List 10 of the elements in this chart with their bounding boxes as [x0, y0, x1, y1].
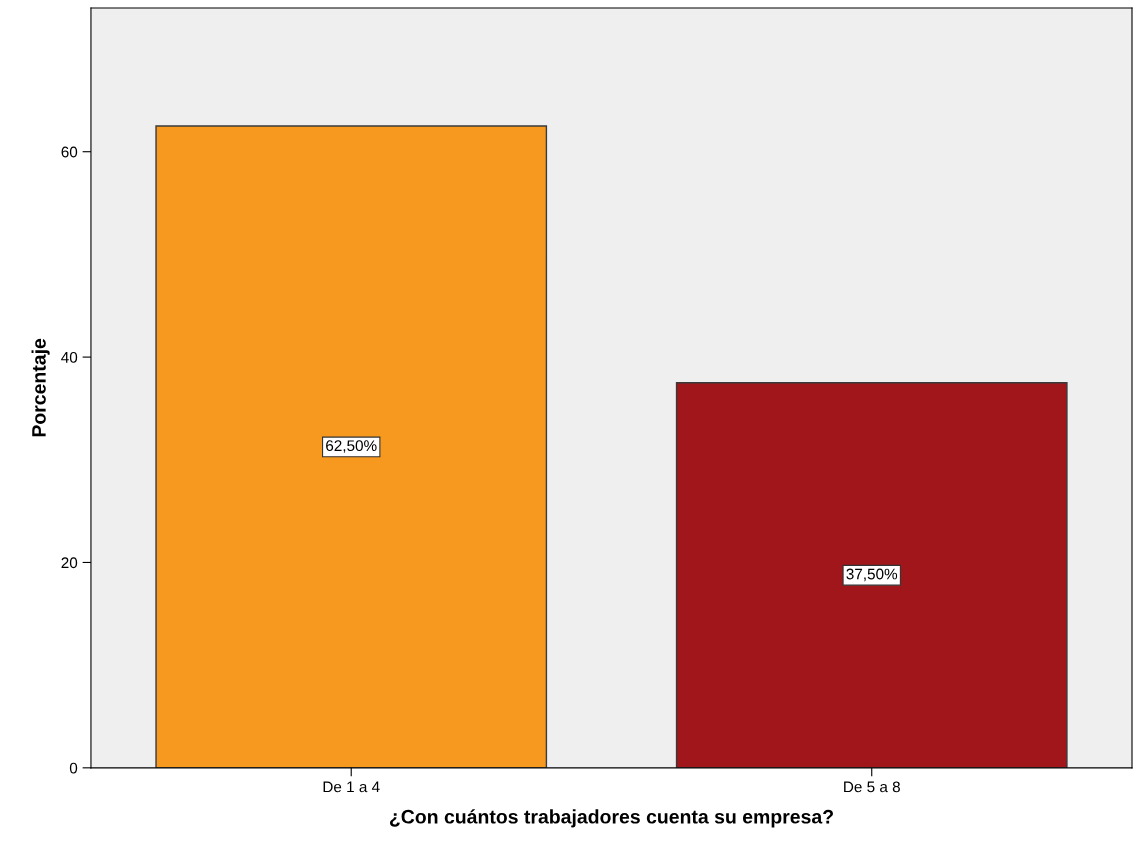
y-tick-label: 0: [69, 762, 78, 774]
y-tick-label: 40: [61, 351, 78, 363]
y-tick-label: 20: [61, 557, 78, 569]
x-tick-label: De 1 a 4: [323, 781, 380, 793]
data-label: 37,50%: [846, 568, 898, 582]
y-axis-title: Porcentaje: [31, 338, 50, 437]
x-tick-label: De 5 a 8: [844, 781, 900, 793]
y-tick-label: 60: [61, 146, 78, 158]
data-label: 62,50%: [326, 440, 377, 453]
x-axis-title: ¿Con cuántos trabajadores cuenta su empresa?: [389, 809, 833, 828]
